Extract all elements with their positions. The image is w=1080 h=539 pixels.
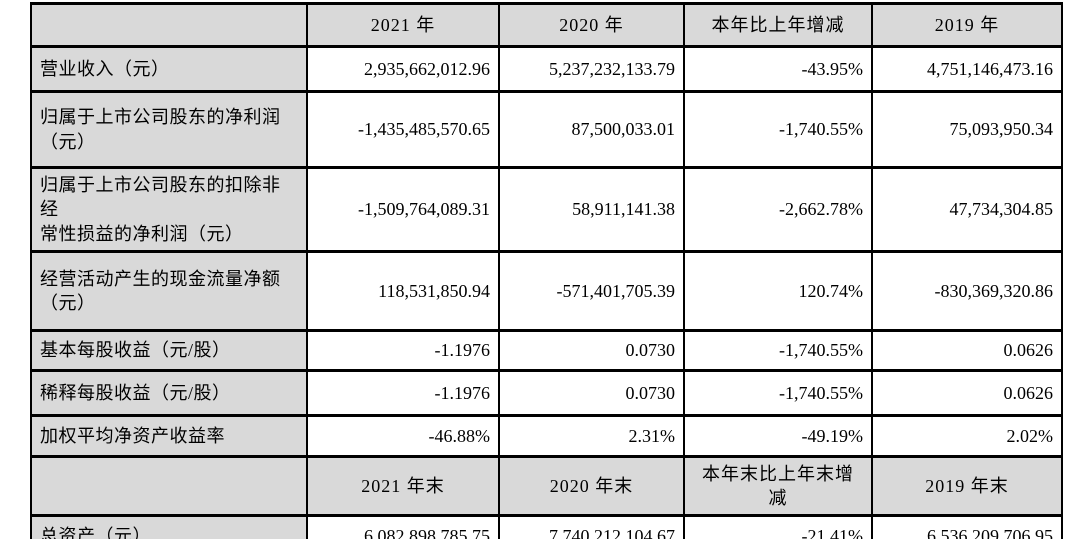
value-cell: 5,237,232,133.79: [498, 45, 685, 93]
value-cell: 0.0730: [498, 368, 685, 417]
row-label: 基本每股收益（元/股）: [30, 328, 308, 372]
column-header: 2021 年: [306, 2, 500, 48]
table-row: 总资产（元） 6,082,898,785.75 7,740,212,104.67 -2…: [30, 514, 1063, 539]
value-cell: -830,369,320.86: [871, 249, 1063, 332]
value-cell: 2.02%: [871, 413, 1063, 458]
value-cell: 0.0626: [871, 328, 1063, 372]
value-cell: -1,740.55%: [683, 328, 873, 372]
value-cell: 2,935,662,012.96: [306, 45, 500, 93]
table-row: 加权平均净资产收益率 -46.88% 2.31% -49.19% 2.02%: [30, 413, 1063, 458]
row-label: 营业收入（元）: [30, 45, 308, 93]
value-cell: 4,751,146,473.16: [871, 45, 1063, 93]
value-cell: 6,082,898,785.75: [306, 514, 500, 539]
value-cell: 118,531,850.94: [306, 249, 500, 332]
value-cell: -49.19%: [683, 413, 873, 458]
column-header: 2020 年末: [498, 454, 685, 518]
header-row: 2021 年 2020 年本年比上年增减 2019 年: [30, 2, 1063, 48]
value-cell: -571,401,705.39: [498, 249, 685, 332]
column-header: 2020 年: [498, 2, 685, 48]
value-cell: 87,500,033.01: [498, 90, 685, 169]
value-cell: -21.41%: [683, 514, 873, 539]
table-row: 经营活动产生的现金流量净额 （元） 118,531,850.94 -571,401,…: [30, 249, 1063, 332]
financial-summary-table: 2021 年 2020 年本年比上年增减 2019 年营业收入（元） 2,935,66…: [30, 2, 1063, 539]
value-cell: 58,911,141.38: [498, 166, 685, 253]
row-label: 归属于上市公司股东的扣除非经 常性损益的净利润（元）: [30, 166, 308, 253]
value-cell: -46.88%: [306, 413, 500, 458]
value-cell: 7,740,212,104.67: [498, 514, 685, 539]
table-row: 归属于上市公司股东的扣除非经 常性损益的净利润（元） -1,509,764,089…: [30, 166, 1063, 253]
header-row: 2021 年末 2020 年末 本年末比上年末增减 2019 年末: [30, 454, 1063, 518]
value-cell: -2,662.78%: [683, 166, 873, 253]
value-cell: -1.1976: [306, 328, 500, 372]
table-row: 归属于上市公司股东的净利润 （元） -1,435,485,570.65 87,500…: [30, 90, 1063, 169]
value-cell: -1,740.55%: [683, 368, 873, 417]
value-cell: 0.0626: [871, 368, 1063, 417]
value-cell: -43.95%: [683, 45, 873, 93]
table-body: 2021 年 2020 年本年比上年增减 2019 年营业收入（元） 2,935,66…: [30, 2, 1063, 539]
row-label: 稀释每股收益（元/股）: [30, 368, 308, 417]
value-cell: 47,734,304.85: [871, 166, 1063, 253]
value-cell: 120.74%: [683, 249, 873, 332]
value-cell: -1,509,764,089.31: [306, 166, 500, 253]
column-header: 2019 年末: [871, 454, 1063, 518]
value-cell: 6,536,209,706.95: [871, 514, 1063, 539]
value-cell: 75,093,950.34: [871, 90, 1063, 169]
row-label: 加权平均净资产收益率: [30, 413, 308, 458]
table-row: 基本每股收益（元/股） -1.1976 0.0730 -1,740.55% 0.0626: [30, 328, 1063, 372]
table-row: 营业收入（元） 2,935,662,012.96 5,237,232,133.79-…: [30, 45, 1063, 93]
value-cell: -1,740.55%: [683, 90, 873, 169]
corner-cell: [30, 454, 308, 518]
table-row: 稀释每股收益（元/股） -1.1976 0.0730 -1,740.55% 0.0626: [30, 368, 1063, 417]
column-header: 本年比上年增减: [683, 2, 873, 48]
value-cell: 2.31%: [498, 413, 685, 458]
column-header: 2021 年末: [306, 454, 500, 518]
row-label: 总资产（元）: [30, 514, 308, 539]
row-label: 归属于上市公司股东的净利润 （元）: [30, 90, 308, 169]
column-header: 2019 年: [871, 2, 1063, 48]
column-header: 本年末比上年末增减: [683, 454, 873, 518]
value-cell: -1.1976: [306, 368, 500, 417]
corner-cell: [30, 2, 308, 48]
row-label: 经营活动产生的现金流量净额 （元）: [30, 249, 308, 332]
value-cell: 0.0730: [498, 328, 685, 372]
value-cell: -1,435,485,570.65: [306, 90, 500, 169]
